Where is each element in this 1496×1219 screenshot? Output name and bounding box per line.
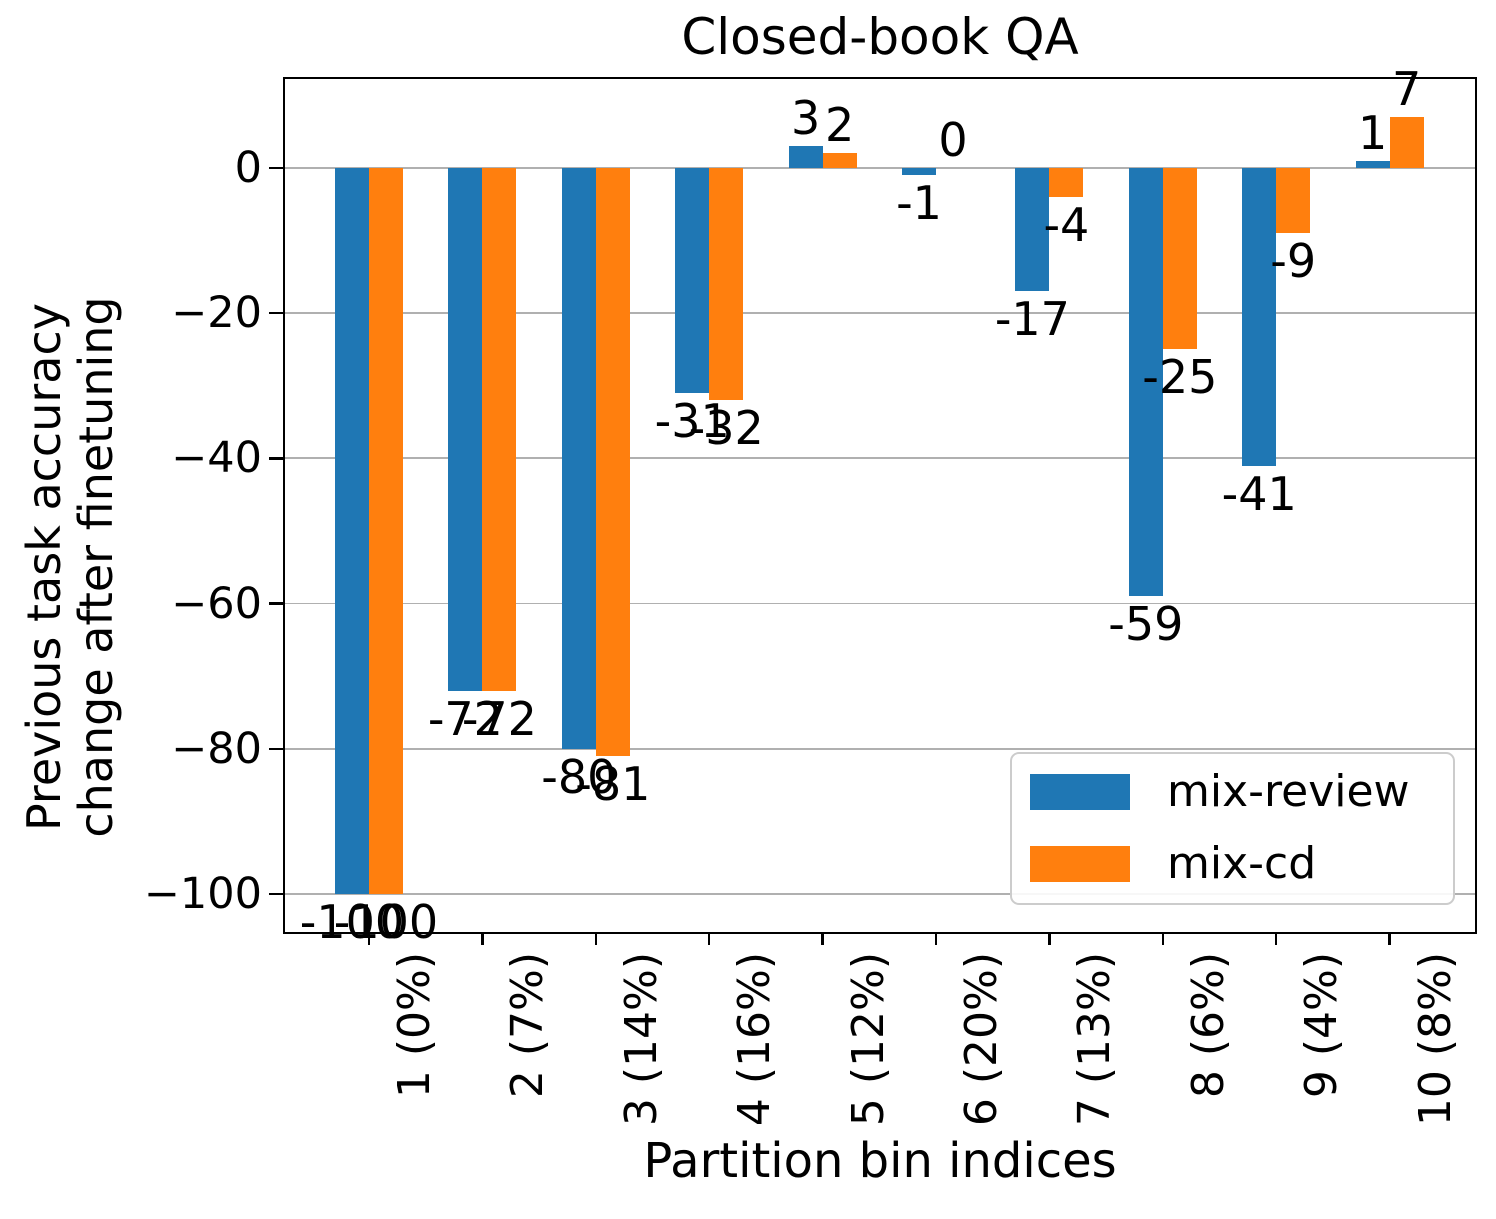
y-tick-label: 0 [234,142,262,193]
x-tick-mark [481,934,484,945]
y-tick-label: −60 [171,578,262,629]
y-axis-label: Previous task accuracy change after fine… [17,296,123,838]
x-tick-label: 10 (8%) [1409,952,1461,1127]
bar-mix-review [1355,160,1390,168]
gridline [283,748,1477,750]
bar-value-label: 3 [790,90,821,145]
x-tick-mark [934,934,938,945]
gridline [283,312,1477,314]
bar-mix-cd [1276,167,1311,234]
x-tick-label: 3 (14%) [615,952,667,1127]
bar-value-label: 7 [1391,61,1422,116]
y-tick-label: −20 [171,288,262,339]
bar-mix-cd [482,167,517,691]
x-tick-label: 1 (0%) [389,952,440,1099]
bar-mix-review [1015,167,1050,292]
x-tick-label: 4 (16%) [729,952,781,1127]
y-tick-mark [269,747,283,751]
bar-value-label: 0 [938,112,968,167]
legend-label-mix-cd: mix-cd [1167,838,1317,889]
x-tick-label: 9 (4%) [1296,952,1348,1099]
x-tick-label: 6 (20%) [956,952,1007,1127]
y-tick-mark [269,457,283,460]
bar-mix-review [1242,167,1277,466]
bar-mix-cd [369,167,403,895]
bar-mix-review [902,167,936,176]
legend: mix-review mix-cd [1010,752,1455,905]
x-axis-label: Partition bin indices [643,1133,1117,1189]
bar-value-label: -25 [1142,350,1218,405]
x-tick-mark [821,934,824,945]
x-tick-mark [1161,934,1165,945]
x-tick-mark [594,934,598,945]
bar-mix-cd [595,167,630,757]
bar-mix-cd [1162,167,1197,350]
x-tick-label: 8 (6%) [1182,952,1234,1099]
x-tick-mark [1274,934,1278,945]
bar-mix-review [561,167,596,749]
bar-value-label: -9 [1270,234,1317,289]
bar-mix-review [1128,167,1163,597]
bar-value-label: -17 [994,292,1070,347]
y-tick-label: −40 [171,433,262,484]
legend-swatch-mix-cd [1030,846,1130,882]
gridline [283,602,1477,605]
gridline [283,166,1477,169]
bar-mix-review [788,145,823,168]
bar-value-label: -59 [1108,597,1184,652]
y-tick-label: −80 [171,723,262,774]
bar-value-label: -41 [1221,466,1297,521]
legend-label-mix-review: mix-review [1167,766,1410,817]
gridline [283,893,1477,895]
chart-title: Closed-book QA [681,8,1079,66]
bar-mix-cd [1049,167,1084,197]
x-tick-label: 7 (13%) [1069,952,1121,1127]
bar-value-label: -72 [427,691,503,746]
x-tick-mark [1388,934,1391,945]
bar-mix-cd [1389,116,1424,168]
y-tick-mark [269,892,283,896]
x-tick-mark [367,934,371,945]
y-tick-mark [269,166,283,170]
gridline [283,457,1477,460]
bar-value-label: -80 [541,749,617,804]
x-tick-label: 5 (12%) [842,952,894,1127]
y-tick-label: −100 [143,869,262,920]
legend-swatch-mix-review [1030,774,1130,810]
bar-mix-cd [822,153,857,168]
bar-value-label: -81 [575,757,651,812]
bar-value-label: -72 [461,691,537,746]
bar-value-label: -1 [896,176,942,231]
bar-value-label: 1 [1357,105,1388,160]
bar-value-label: -4 [1043,197,1090,252]
x-tick-mark [1048,934,1051,945]
bar-value-label: -32 [688,401,764,456]
bar-value-label: -100 [333,895,439,950]
y-tick-mark [269,311,283,315]
bar-value-label: 2 [824,98,855,153]
bar-mix-review [448,167,483,691]
y-tick-mark [269,602,283,605]
bar-value-label: -100 [299,895,405,950]
x-tick-mark [707,934,711,945]
bar-mix-review [335,167,369,895]
bar-mix-cd [709,167,744,401]
bar-mix-review [675,167,710,393]
bar-value-label: -31 [654,393,730,448]
x-tick-label: 2 (7%) [502,952,554,1099]
